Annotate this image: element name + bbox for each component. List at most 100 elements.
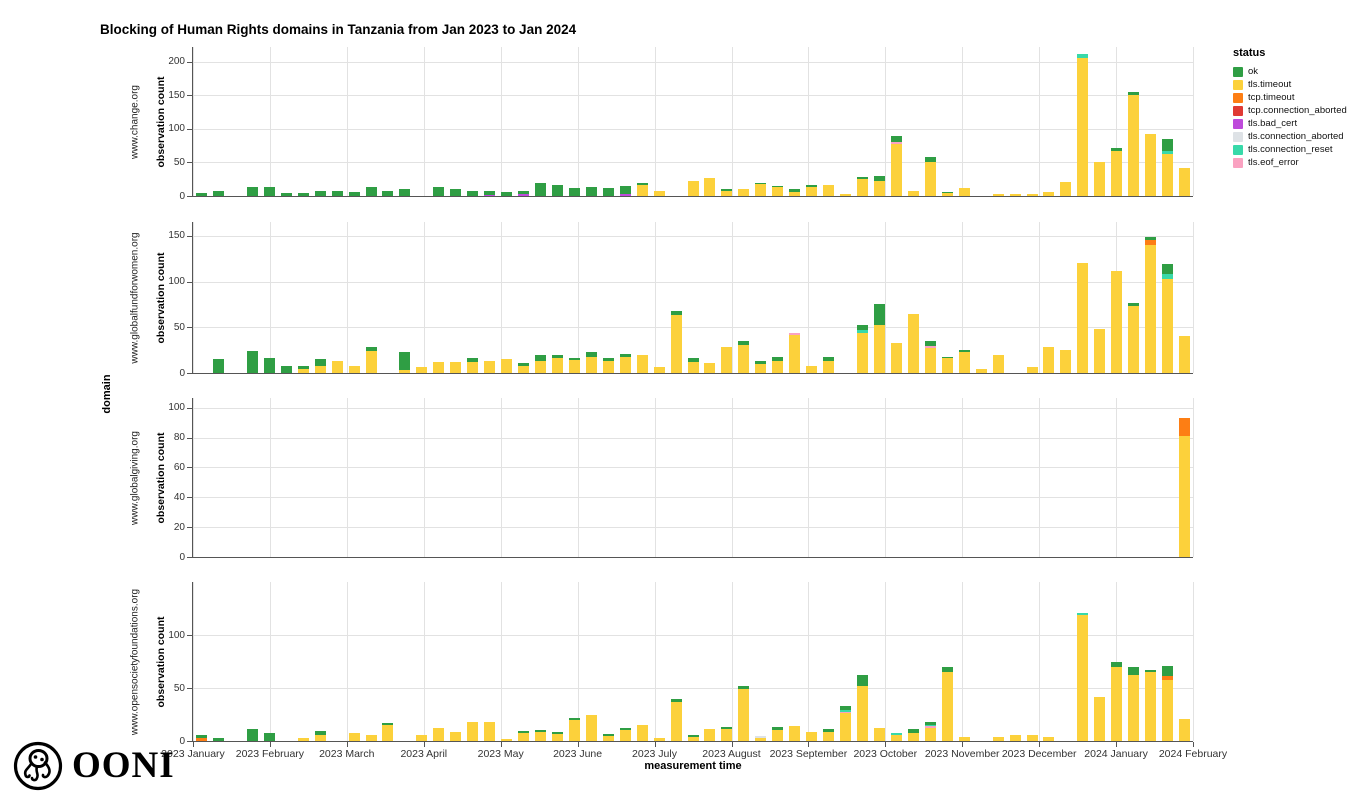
bar-week-17[interactable] bbox=[484, 191, 496, 196]
bar-segment-ok[interactable] bbox=[772, 357, 784, 362]
bar-segment-tls.timeout[interactable] bbox=[958, 187, 970, 196]
bar-week-29[interactable] bbox=[687, 734, 699, 741]
bar-segment-tls.timeout[interactable] bbox=[551, 733, 563, 741]
bar-week-10[interactable] bbox=[365, 734, 377, 741]
bar-segment-tls.eof_error[interactable] bbox=[924, 345, 936, 349]
bar-segment-tls.timeout[interactable] bbox=[721, 729, 733, 741]
bar-segment-tls.timeout[interactable] bbox=[1128, 95, 1140, 196]
bar-segment-ok[interactable] bbox=[263, 358, 275, 373]
bar-segment-ok[interactable] bbox=[433, 187, 445, 196]
bar-segment-ok[interactable] bbox=[873, 304, 885, 326]
bar-week-0[interactable] bbox=[196, 192, 207, 196]
bar-week-19[interactable] bbox=[518, 363, 529, 373]
bar-segment-tls.timeout[interactable] bbox=[670, 315, 682, 373]
bar-week-9[interactable] bbox=[348, 365, 360, 373]
bar-week-42[interactable] bbox=[907, 314, 919, 373]
bar-segment-ok[interactable] bbox=[314, 731, 326, 735]
bar-segment-ok[interactable] bbox=[568, 717, 580, 720]
bar-week-14[interactable] bbox=[433, 362, 445, 373]
bar-segment-tcp.timeout[interactable] bbox=[196, 737, 207, 741]
bar-week-43[interactable] bbox=[924, 341, 936, 373]
bar-week-53[interactable] bbox=[1094, 161, 1106, 196]
bar-week-58[interactable] bbox=[1179, 336, 1190, 373]
bar-week-1[interactable] bbox=[212, 737, 224, 741]
bar-segment-ok[interactable] bbox=[1162, 264, 1174, 275]
bar-week-12[interactable] bbox=[399, 352, 411, 373]
bar-segment-tls.timeout[interactable] bbox=[602, 735, 614, 741]
bar-segment-ok[interactable] bbox=[721, 189, 733, 192]
bar-segment-ok[interactable] bbox=[551, 185, 563, 196]
bar-segment-tls.timeout[interactable] bbox=[365, 351, 377, 373]
bar-segment-tls.timeout[interactable] bbox=[1179, 336, 1190, 373]
bar-segment-tls.timeout[interactable] bbox=[602, 361, 614, 373]
bar-week-36[interactable] bbox=[806, 185, 818, 196]
bar-segment-tls.timeout[interactable] bbox=[992, 736, 1004, 741]
bar-segment-tls.timeout[interactable] bbox=[297, 737, 309, 741]
bar-segment-ok[interactable] bbox=[467, 358, 479, 362]
bar-segment-tls.timeout[interactable] bbox=[687, 736, 699, 741]
bar-week-42[interactable] bbox=[907, 729, 919, 741]
bar-week-14[interactable] bbox=[433, 187, 445, 196]
bar-week-3[interactable] bbox=[246, 351, 258, 373]
bar-segment-ok[interactable] bbox=[755, 182, 767, 184]
bar-week-54[interactable] bbox=[1111, 147, 1123, 196]
bar-week-7[interactable] bbox=[314, 359, 326, 373]
bar-segment-ok[interactable] bbox=[890, 135, 902, 143]
bar-week-29[interactable] bbox=[687, 181, 699, 196]
bar-segment-tls.timeout[interactable] bbox=[857, 332, 868, 373]
bar-segment-tls.connection_reset[interactable] bbox=[1162, 151, 1174, 155]
bar-week-5[interactable] bbox=[280, 192, 292, 196]
bar-week-53[interactable] bbox=[1094, 696, 1106, 741]
bar-week-56[interactable] bbox=[1145, 236, 1157, 373]
bar-week-50[interactable] bbox=[1043, 736, 1055, 741]
bar-segment-ok[interactable] bbox=[806, 185, 818, 188]
bar-segment-ok[interactable] bbox=[518, 731, 529, 733]
bar-segment-tls.timeout[interactable] bbox=[518, 365, 529, 373]
bar-week-41[interactable] bbox=[890, 732, 902, 741]
bar-week-33[interactable] bbox=[755, 361, 767, 373]
bar-segment-tls.timeout[interactable] bbox=[399, 370, 411, 373]
bar-week-4[interactable] bbox=[263, 732, 275, 741]
bar-segment-tls.timeout[interactable] bbox=[1043, 192, 1055, 196]
bar-segment-ok[interactable] bbox=[365, 186, 377, 196]
bar-segment-tcp.timeout[interactable] bbox=[1162, 676, 1174, 680]
bar-week-17[interactable] bbox=[484, 721, 496, 741]
bar-segment-tls.timeout[interactable] bbox=[382, 725, 394, 741]
bar-segment-tls.timeout[interactable] bbox=[687, 362, 699, 373]
bar-segment-tls.timeout[interactable] bbox=[755, 737, 767, 741]
bar-segment-ok[interactable] bbox=[755, 361, 767, 364]
bar-segment-tls.timeout[interactable] bbox=[840, 713, 851, 741]
bar-segment-ok[interactable] bbox=[857, 177, 868, 179]
bar-segment-ok[interactable] bbox=[314, 359, 326, 366]
bar-week-21[interactable] bbox=[551, 354, 563, 373]
bar-week-24[interactable] bbox=[602, 733, 614, 741]
bar-week-10[interactable] bbox=[365, 186, 377, 196]
bar-week-28[interactable] bbox=[670, 310, 682, 373]
bar-segment-tls.timeout[interactable] bbox=[806, 731, 818, 741]
bar-week-41[interactable] bbox=[890, 135, 902, 196]
bar-week-40[interactable] bbox=[873, 304, 885, 373]
bar-segment-tls.timeout[interactable] bbox=[806, 365, 818, 373]
bar-segment-tls.timeout[interactable] bbox=[416, 734, 428, 741]
bar-week-12[interactable] bbox=[399, 189, 411, 196]
bar-segment-ok[interactable] bbox=[467, 190, 479, 196]
bar-segment-tls.eof_error[interactable] bbox=[789, 332, 801, 335]
bar-week-35[interactable] bbox=[789, 332, 801, 373]
bar-segment-tls.connection_reset[interactable] bbox=[1077, 53, 1089, 59]
bar-segment-tls.timeout[interactable] bbox=[890, 143, 902, 196]
bar-segment-ok[interactable] bbox=[772, 186, 784, 188]
bar-week-40[interactable] bbox=[873, 728, 885, 741]
bar-segment-tls.timeout[interactable] bbox=[331, 361, 343, 373]
bar-segment-tls.timeout[interactable] bbox=[1043, 736, 1055, 741]
bar-week-6[interactable] bbox=[297, 192, 309, 196]
bar-week-31[interactable] bbox=[721, 189, 733, 196]
bar-week-34[interactable] bbox=[772, 727, 784, 741]
bar-week-48[interactable] bbox=[1009, 734, 1021, 741]
bar-segment-ok[interactable] bbox=[568, 187, 580, 196]
bar-week-25[interactable] bbox=[619, 353, 631, 373]
bar-segment-tls.timeout[interactable] bbox=[1077, 263, 1089, 373]
bar-week-33[interactable] bbox=[755, 182, 767, 196]
bar-segment-tls.timeout[interactable] bbox=[1128, 306, 1140, 373]
bar-segment-tls.timeout[interactable] bbox=[873, 728, 885, 741]
bar-segment-ok[interactable] bbox=[382, 723, 394, 726]
